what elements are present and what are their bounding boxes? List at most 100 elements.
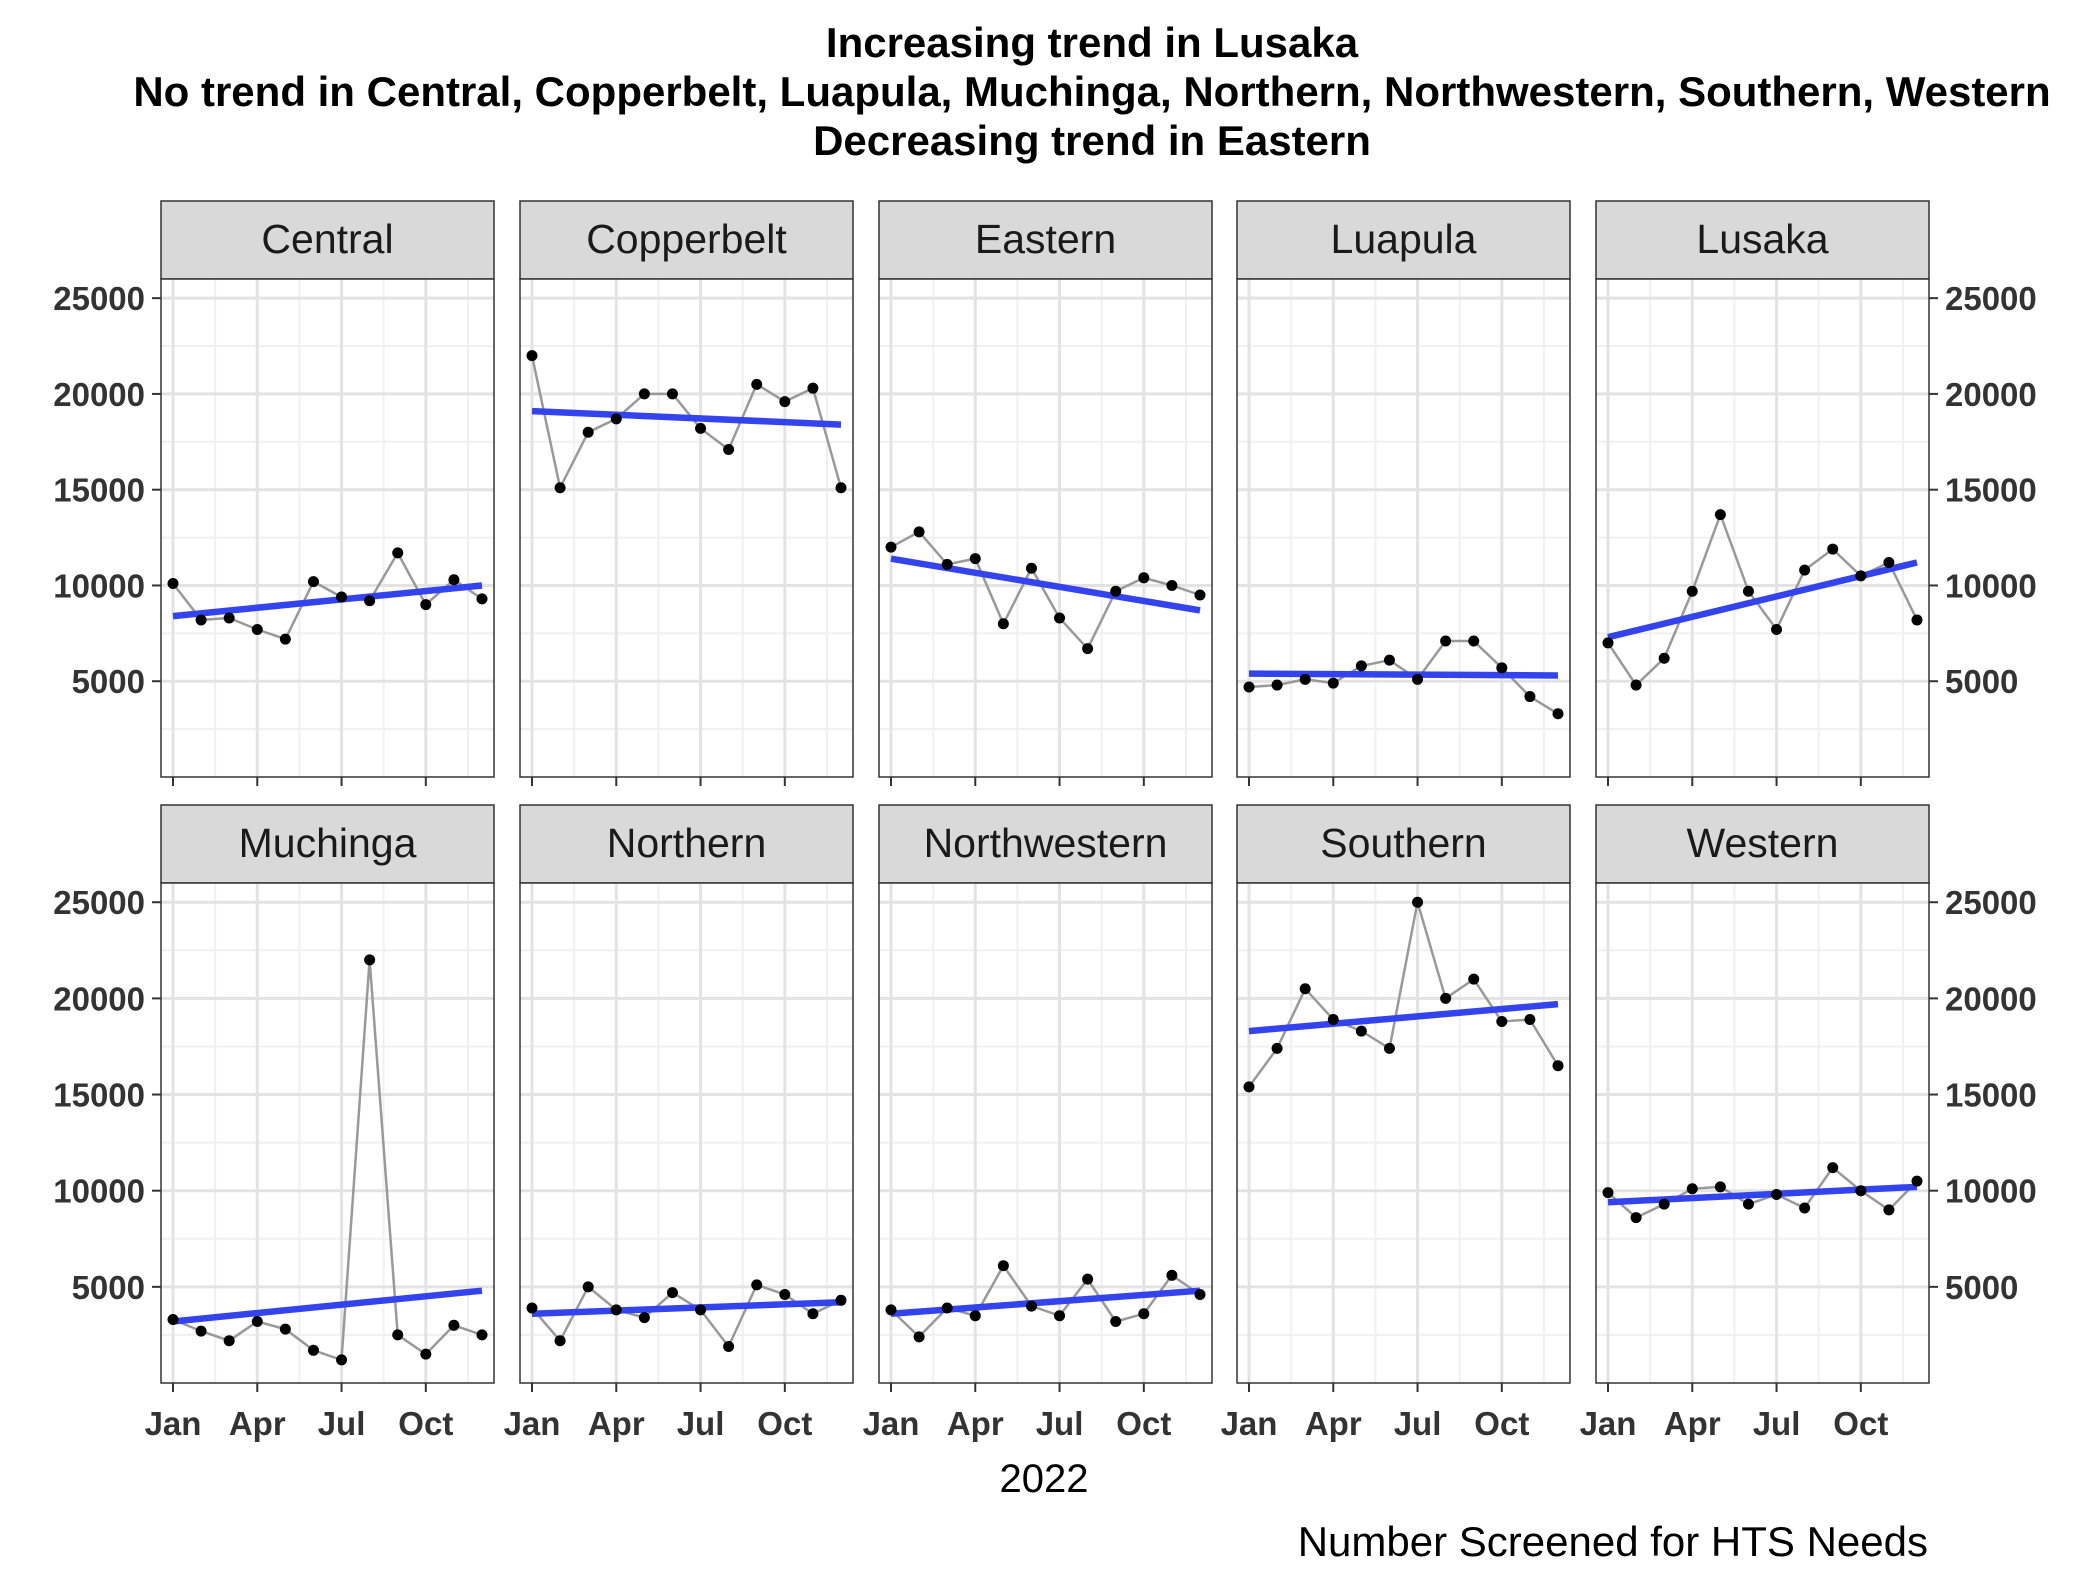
data-point xyxy=(1243,1081,1255,1093)
y-tick-label: 15000 xyxy=(53,472,145,509)
data-point xyxy=(969,1310,981,1322)
data-point xyxy=(1138,572,1150,584)
data-point xyxy=(779,396,791,408)
data-point xyxy=(695,422,707,434)
data-point xyxy=(1082,1273,1094,1285)
y-tick-label: 15000 xyxy=(53,1077,145,1114)
data-point xyxy=(307,576,319,588)
panel-lusaka: Lusaka 5000 10000 15000 20000 25000 xyxy=(1595,200,2037,786)
x-tick-label: Apr xyxy=(947,1405,1004,1442)
data-point xyxy=(1496,1015,1508,1027)
data-point xyxy=(448,1319,460,1331)
data-point xyxy=(554,1335,566,1347)
y-tick-label: 10000 xyxy=(1945,1173,2037,1210)
panel-border-northern xyxy=(519,882,854,1384)
data-point xyxy=(835,482,847,494)
data-point xyxy=(1552,708,1564,720)
data-point xyxy=(1552,1060,1564,1072)
data-point xyxy=(1383,654,1395,666)
strip-label-eastern: Eastern xyxy=(975,216,1116,262)
x-tick-label: Jan xyxy=(504,1405,561,1442)
strip-eastern xyxy=(878,200,1213,280)
data-point xyxy=(1855,570,1867,582)
data-point xyxy=(1602,637,1614,649)
data-point xyxy=(336,1354,348,1366)
x-tick-label: Oct xyxy=(1116,1405,1171,1442)
y-tick-label: 5000 xyxy=(1945,1269,2018,1306)
data-point xyxy=(307,1344,319,1356)
strip-label-lusaka: Lusaka xyxy=(1696,216,1828,262)
data-point xyxy=(392,1329,404,1341)
x-tick-label: Oct xyxy=(1833,1405,1888,1442)
data-point xyxy=(251,624,263,636)
data-point xyxy=(1799,564,1811,576)
trend-line-copperbelt xyxy=(531,407,842,428)
panel-copperbelt: Copperbelt xyxy=(519,200,854,786)
data-point xyxy=(167,578,179,590)
data-point xyxy=(1440,992,1452,1004)
panel-northern: Northern Jan Apr Jul Oct xyxy=(504,804,854,1442)
data-point xyxy=(835,1294,847,1306)
strip-label-southern: Southern xyxy=(1320,820,1486,866)
panel-border-lusaka xyxy=(1595,278,1930,778)
panel-background-eastern xyxy=(879,279,1212,777)
trend-line-northern xyxy=(531,1298,842,1318)
data-point xyxy=(807,382,819,394)
strip-lusaka xyxy=(1595,200,1930,280)
panel-border-western xyxy=(1595,882,1930,1384)
panel-background-western xyxy=(1596,883,1929,1383)
data-point xyxy=(223,612,235,624)
data-point xyxy=(1412,896,1424,908)
x-tick-label: Apr xyxy=(588,1405,645,1442)
x-tick-label: Jul xyxy=(1036,1405,1084,1442)
data-point xyxy=(666,1287,678,1299)
data-point xyxy=(1911,614,1923,626)
x-tick-label: Jul xyxy=(1394,1405,1442,1442)
data-point xyxy=(1883,1204,1895,1216)
data-point xyxy=(420,1348,432,1360)
panel-background-copperbelt xyxy=(520,279,853,777)
panel-background-luapula xyxy=(1237,279,1570,777)
y-tick-label: 20000 xyxy=(1945,376,2037,413)
strip-luapula xyxy=(1236,200,1571,280)
data-point xyxy=(1630,679,1642,691)
data-point xyxy=(969,553,981,565)
data-point xyxy=(610,413,622,425)
data-point xyxy=(1686,585,1698,597)
data-point xyxy=(885,1304,897,1316)
x-tick-label: Jul xyxy=(1753,1405,1801,1442)
data-point xyxy=(1658,652,1670,664)
data-point xyxy=(1911,1175,1923,1187)
x-tick-label: Jan xyxy=(1221,1405,1278,1442)
data-point xyxy=(1110,585,1122,597)
data-point xyxy=(195,614,207,626)
data-point xyxy=(1383,1042,1395,1054)
data-point xyxy=(1883,556,1895,568)
data-point xyxy=(1166,1269,1178,1281)
y-tick-label: 25000 xyxy=(53,884,145,921)
data-point xyxy=(1440,635,1452,647)
data-point xyxy=(1412,673,1424,685)
data-point xyxy=(1025,562,1037,574)
x-tick-label: Oct xyxy=(1474,1405,1529,1442)
strip-label-copperbelt: Copperbelt xyxy=(586,216,787,262)
data-point xyxy=(610,1304,622,1316)
data-point xyxy=(251,1315,263,1327)
facet-panels: Central 5000 10000 15000 20000 25000 Copperbel… xyxy=(53,200,2037,1442)
trend-line-central xyxy=(172,582,483,620)
data-point xyxy=(279,633,291,645)
title-line-1: Increasing trend in Lusaka xyxy=(826,19,1359,66)
data-point xyxy=(1138,1308,1150,1320)
data-point xyxy=(195,1325,207,1337)
data-point xyxy=(1714,1181,1726,1193)
data-point xyxy=(913,526,925,538)
data-point xyxy=(695,1304,707,1316)
panel-border-southern xyxy=(1236,882,1571,1384)
panel-border-luapula xyxy=(1236,278,1571,778)
data-point xyxy=(997,1260,1009,1272)
y-tick-label: 25000 xyxy=(1945,280,2037,317)
data-point xyxy=(1799,1202,1811,1214)
data-point xyxy=(1468,973,1480,985)
data-point xyxy=(364,954,376,966)
data-point xyxy=(666,388,678,400)
